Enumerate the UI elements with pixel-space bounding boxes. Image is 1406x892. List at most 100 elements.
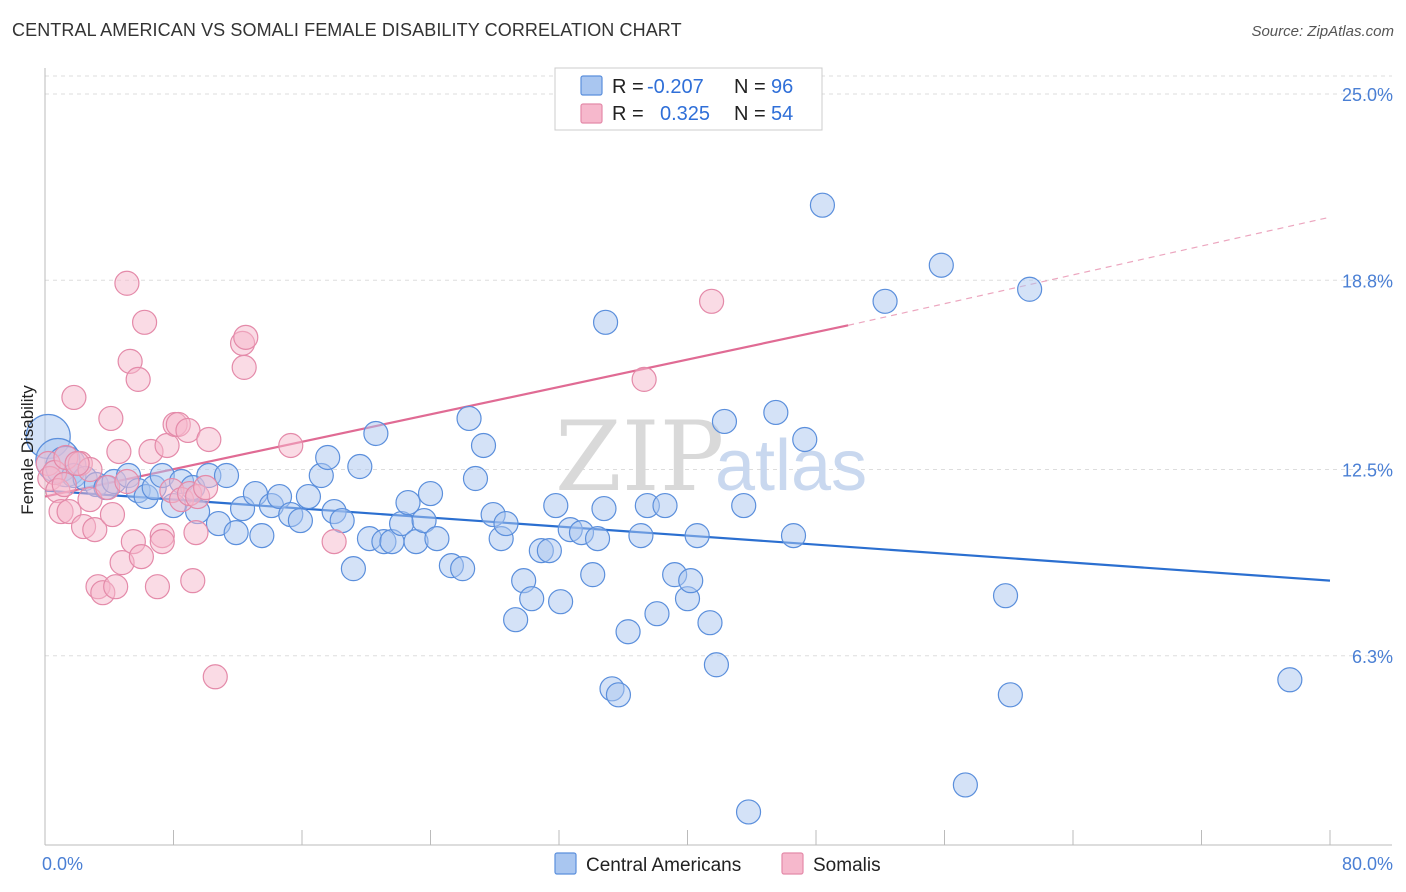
y-tick-label: 18.8%	[1342, 271, 1393, 291]
data-point	[580, 562, 606, 588]
data-point	[77, 486, 103, 513]
data-point	[450, 556, 476, 582]
data-point	[536, 538, 562, 564]
y-tick-labels: 25.0% 18.8% 12.5% 6.3%	[1342, 85, 1393, 667]
data-point	[266, 483, 293, 510]
data-point	[424, 526, 450, 552]
data-point	[652, 492, 678, 519]
data-point	[149, 529, 175, 555]
data-point	[114, 468, 140, 495]
data-point	[543, 492, 569, 519]
data-point	[684, 522, 710, 549]
data-point	[548, 589, 574, 615]
chart-title: CENTRAL AMERICAN VS SOMALI FEMALE DISABI…	[12, 20, 682, 40]
data-point	[193, 474, 219, 501]
series-swatch-somalis	[781, 852, 804, 875]
x-tick-label-left: 0.0%	[42, 854, 83, 874]
data-point	[678, 568, 704, 594]
legend-n-label-1: N =	[734, 76, 766, 98]
data-point	[644, 601, 670, 627]
data-point	[615, 619, 641, 645]
data-point	[628, 522, 654, 549]
data-point	[321, 529, 347, 555]
series-label-central-americans: Central Americans	[586, 855, 741, 876]
data-point	[347, 453, 373, 480]
data-point	[103, 574, 129, 600]
data-point	[711, 408, 738, 435]
data-point	[183, 519, 209, 546]
data-point	[249, 522, 275, 549]
series-swatch-central-americans	[554, 852, 577, 875]
data-point	[51, 471, 77, 498]
data-point	[287, 507, 313, 534]
data-point	[462, 465, 489, 492]
data-point	[780, 522, 807, 549]
series-label-somalis: Somalis	[813, 855, 881, 876]
correlation-legend: R = -0.207 N = 96 R = 0.325 N = 54	[554, 67, 823, 131]
data-point	[735, 799, 762, 825]
data-point	[106, 438, 132, 465]
data-point	[731, 492, 757, 519]
x-tick-labels: 0.0% 80.0%	[42, 854, 1393, 874]
data-point	[231, 354, 257, 380]
data-point	[592, 309, 619, 335]
data-point	[233, 324, 259, 350]
data-point	[997, 682, 1023, 708]
data-point	[631, 366, 657, 392]
data-point	[98, 405, 124, 432]
data-point	[329, 507, 355, 534]
data-point	[698, 288, 725, 314]
x-tick-label-right: 80.0%	[1342, 854, 1393, 874]
data-point	[584, 526, 611, 552]
data-point	[703, 652, 730, 678]
data-point	[992, 583, 1019, 609]
watermark: ZIP atlas	[555, 401, 867, 513]
series-somalis	[35, 270, 725, 690]
data-point	[223, 519, 249, 546]
data-point	[697, 610, 723, 636]
data-point	[315, 444, 341, 471]
data-point	[456, 405, 482, 432]
data-point	[202, 664, 228, 690]
data-point	[503, 607, 529, 633]
data-point	[82, 516, 108, 543]
data-point	[125, 366, 151, 392]
data-point	[792, 426, 818, 453]
watermark-zip: ZIP	[555, 401, 724, 513]
legend-r-value-2: 0.325	[660, 103, 710, 125]
data-point	[417, 480, 444, 507]
data-point	[99, 501, 126, 528]
legend-swatch-blue	[580, 75, 603, 96]
y-axis-label: Female Disability	[18, 385, 37, 515]
y-tick-label: 12.5%	[1342, 461, 1393, 481]
data-point	[131, 309, 158, 335]
legend-n-value-2: 54	[771, 103, 793, 125]
data-point	[363, 420, 389, 447]
data-point	[928, 252, 954, 278]
data-point	[61, 384, 87, 411]
data-point	[809, 192, 836, 218]
data-points	[25, 192, 1303, 825]
legend-r-value-1: -0.207	[647, 76, 704, 98]
data-point	[411, 507, 437, 534]
legend-n-label-2: N =	[734, 103, 766, 125]
legend-swatch-pink	[580, 103, 603, 124]
trend-line-extension-pink	[847, 216, 1331, 326]
watermark-atlas: atlas	[715, 426, 867, 506]
data-point	[872, 288, 898, 314]
source-label: Source: ZipAtlas.com	[1251, 23, 1394, 40]
series-central-americans	[25, 192, 1303, 825]
data-point	[196, 426, 222, 453]
series-legend: Central Americans Somalis	[554, 852, 881, 876]
data-point	[519, 586, 545, 612]
data-point	[64, 450, 90, 477]
data-point	[403, 529, 429, 555]
data-point	[213, 462, 240, 489]
y-tick-label: 6.3%	[1352, 647, 1393, 667]
data-point	[1017, 276, 1043, 302]
data-point	[175, 417, 201, 444]
data-point	[605, 682, 632, 708]
data-point	[591, 495, 617, 522]
legend-r-label-2: R =	[612, 103, 644, 125]
data-point	[763, 399, 789, 426]
